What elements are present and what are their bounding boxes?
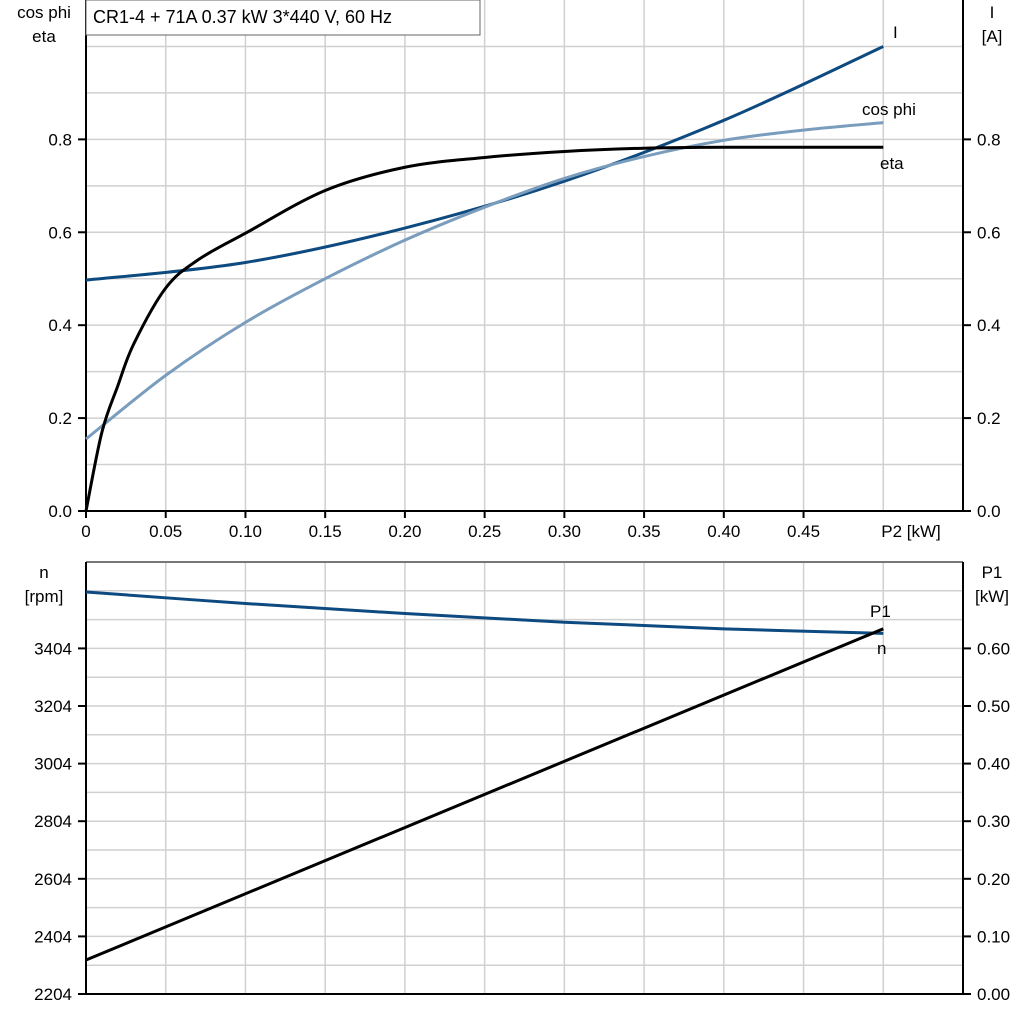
y-tick-label-left: 2404 [34, 927, 72, 946]
x-tick-label: 0.30 [548, 522, 581, 541]
x-tick-label: 0.05 [149, 522, 182, 541]
y-axis-label-left: n [39, 563, 48, 582]
y-axis-label-right: [A] [982, 27, 1003, 46]
x-tick-label: 0.20 [388, 522, 421, 541]
y-axis-label-left: cos phi [17, 3, 71, 22]
top-chart-grid [86, 0, 963, 511]
y-tick-label-right: 0.2 [977, 409, 1001, 428]
y-axis-label-right: [kW] [975, 587, 1009, 606]
series-line-cos-phi [85, 121, 884, 441]
y-tick-label-right: 0.10 [977, 927, 1010, 946]
series-label-eta: eta [880, 154, 904, 173]
y-tick-label-left: 0.0 [48, 502, 72, 521]
y-tick-label-right: 0.20 [977, 870, 1010, 889]
x-tick-label: 0.25 [468, 522, 501, 541]
y-tick-label-right: 0.0 [977, 502, 1001, 521]
series-label-n: n [877, 639, 886, 658]
y-tick-label-right: 0.50 [977, 697, 1010, 716]
y-tick-label-left: 2604 [34, 870, 72, 889]
y-tick-label-right: 0.00 [977, 985, 1010, 1004]
series-label-I: I [893, 23, 898, 42]
axes [78, 0, 971, 995]
y-axis-label-left: eta [32, 27, 56, 46]
y-tick-label-left: 2204 [34, 985, 72, 1004]
y-tick-label-right: 0.8 [977, 130, 1001, 149]
x-tick-label: 0.40 [707, 522, 740, 541]
y-tick-label-right: 0.30 [977, 812, 1010, 831]
chart-title: CR1-4 + 71A 0.37 kW 3*440 V, 60 Hz [93, 7, 392, 27]
series-line-eta [84, 145, 884, 512]
y-axis-label-left: [rpm] [25, 587, 64, 606]
y-tick-label-left: 0.4 [48, 316, 72, 335]
x-axis-label: P2 [kW] [881, 522, 941, 541]
x-tick-label: 0.45 [787, 522, 820, 541]
x-tick-label: 0.35 [628, 522, 661, 541]
y-tick-label-left: 3404 [34, 639, 72, 658]
y-tick-label-left: 0.2 [48, 409, 72, 428]
y-axis-label-right: I [990, 3, 995, 22]
series [84, 45, 884, 962]
series-line-P1 [85, 627, 884, 962]
title-box: CR1-4 + 71A 0.37 kW 3*440 V, 60 Hz [85, 0, 481, 36]
series-label-cos-phi: cos phi [862, 100, 916, 119]
y-tick-label-left: 0.8 [48, 130, 72, 149]
y-axis-label-right: P1 [982, 563, 1003, 582]
y-tick-label-left: 2804 [34, 812, 72, 831]
y-tick-label-right: 0.60 [977, 639, 1010, 658]
y-tick-label-left: 3204 [34, 697, 72, 716]
y-tick-label-right: 0.4 [977, 316, 1001, 335]
series-label-P1: P1 [870, 602, 891, 621]
y-tick-label-left: 0.6 [48, 223, 72, 242]
x-tick-label: 0.10 [229, 522, 262, 541]
y-tick-label-right: 0.6 [977, 223, 1001, 242]
y-tick-label-left: 3004 [34, 755, 72, 774]
x-tick-label: 0 [81, 522, 90, 541]
labels: 0.0 0.2 0.4 0.6 0.8 0.0 0.2 0.4 0.6 0.8 cos phi eta… [17, 3, 1010, 1004]
x-tick-label: 0.15 [309, 522, 342, 541]
y-tick-label-right: 0.40 [977, 755, 1010, 774]
series-line-n [85, 590, 884, 635]
bottom-chart-grid [86, 562, 963, 994]
